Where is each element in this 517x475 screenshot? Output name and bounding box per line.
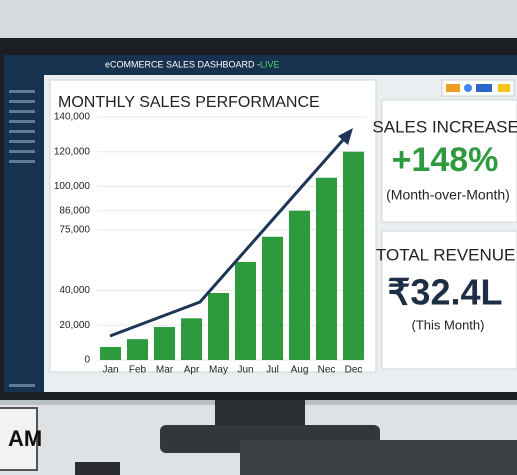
x-tick-label: Mar xyxy=(156,365,174,376)
logo xyxy=(498,84,510,92)
plot: 0 20,000 40,000 75,000 86,000 100,000 120,000 1… xyxy=(54,112,367,376)
y-tick-label: 75,000 xyxy=(59,224,90,235)
logo xyxy=(464,84,472,92)
bar xyxy=(153,327,176,360)
y-tick-label: 120,000 xyxy=(54,146,91,157)
bar xyxy=(126,339,149,360)
x-tick-label: May xyxy=(209,365,228,376)
kpi-panel xyxy=(381,99,517,223)
bar xyxy=(234,261,257,360)
bar xyxy=(342,151,365,360)
y-tick-label: 86,000 xyxy=(59,205,90,216)
x-tick-label: Dec xyxy=(345,365,363,376)
bar xyxy=(99,346,122,360)
logo xyxy=(476,84,492,92)
y-tick-label: 0 xyxy=(84,355,90,366)
arrow-head xyxy=(338,128,353,145)
chart-title: MONTHLY SALES PERFORMANCE xyxy=(58,94,320,111)
header-title: eCOMMERCE SALES DASHBOARD - xyxy=(105,59,260,69)
kpi-title: SALES INCREASE: xyxy=(372,117,517,136)
keyboard xyxy=(240,440,517,475)
x-tick-label: Apr xyxy=(184,365,200,376)
kpi-note: (This Month) xyxy=(412,317,485,332)
sidebar-items xyxy=(9,90,35,387)
x-tick-label: Jul xyxy=(266,365,279,376)
sidebar xyxy=(4,75,44,392)
bar xyxy=(180,318,203,360)
x-tick-label: Jun xyxy=(237,365,253,376)
y-tick-label: 140,000 xyxy=(54,112,91,123)
desk-sign xyxy=(0,407,38,471)
y-tick-label: 40,000 xyxy=(59,285,90,296)
x-tick-label: Feb xyxy=(129,365,147,376)
y-tick-label: 100,000 xyxy=(54,181,91,192)
trend-arrow xyxy=(109,131,352,338)
kpi-value: ₹32.4L xyxy=(388,272,503,313)
logo xyxy=(446,84,460,92)
y-tick-label: 20,000 xyxy=(59,320,90,331)
kpi-note: (Month-over-Month) xyxy=(386,187,510,203)
header-bar xyxy=(4,55,517,75)
kpi-value: +148% xyxy=(392,141,499,179)
sign-text: AM xyxy=(8,426,42,451)
x-tick-label: Jan xyxy=(102,365,118,376)
header-status: LIVE xyxy=(260,59,280,69)
x-tick-label: Aug xyxy=(291,365,309,376)
bar xyxy=(207,293,230,360)
mouse xyxy=(75,462,120,475)
bar xyxy=(261,236,284,360)
window xyxy=(0,0,517,40)
bar xyxy=(288,210,311,360)
x-tick-label: Nec xyxy=(318,365,336,376)
kpi-panel xyxy=(381,230,517,370)
kpi-title: TOTAL REVENUE: xyxy=(376,245,517,264)
bar xyxy=(315,177,338,360)
